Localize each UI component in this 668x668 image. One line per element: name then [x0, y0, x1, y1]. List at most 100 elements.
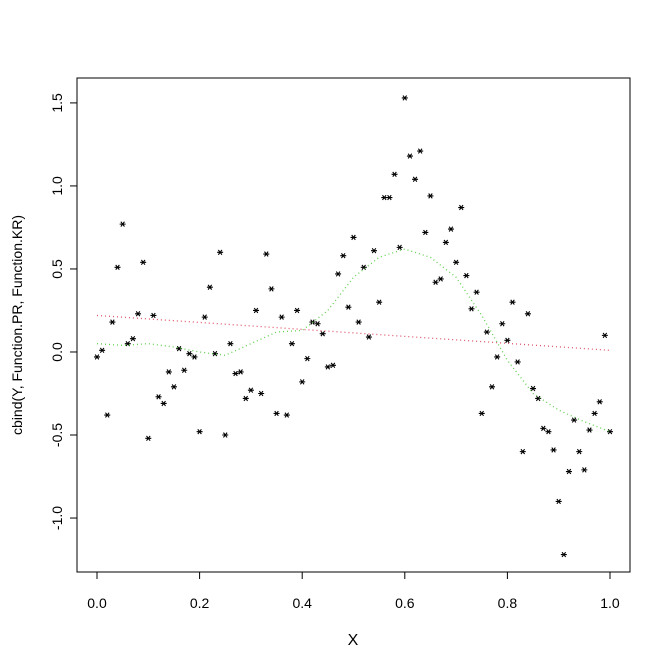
point — [437, 276, 444, 282]
point — [545, 428, 552, 435]
point — [232, 370, 239, 377]
x-axis-label: X — [348, 632, 359, 649]
point — [524, 311, 531, 317]
point — [555, 498, 562, 505]
point — [94, 354, 101, 360]
point — [140, 259, 147, 266]
x-tick-label: 0.6 — [395, 595, 415, 611]
point — [206, 284, 213, 290]
point — [247, 387, 254, 393]
point — [104, 412, 111, 418]
point — [253, 307, 260, 314]
point — [468, 306, 475, 312]
point — [268, 286, 275, 292]
point — [345, 304, 352, 310]
point — [406, 153, 413, 159]
point — [386, 194, 393, 201]
point — [324, 364, 331, 370]
point — [119, 221, 126, 227]
x-tick-label: 0.0 — [87, 595, 107, 611]
point — [196, 428, 203, 435]
point — [242, 395, 249, 402]
point — [417, 148, 424, 154]
point — [360, 264, 367, 271]
point — [606, 428, 613, 435]
point — [304, 355, 311, 362]
point — [155, 394, 162, 400]
point — [329, 362, 336, 368]
point — [391, 171, 398, 178]
point — [576, 448, 583, 455]
point — [581, 467, 588, 473]
point — [519, 448, 526, 455]
point — [299, 379, 306, 385]
point — [432, 279, 439, 285]
point — [381, 194, 388, 201]
point — [504, 337, 511, 344]
point — [283, 412, 290, 418]
point — [514, 359, 521, 365]
point — [509, 299, 516, 305]
point — [499, 321, 506, 327]
x-tick-label: 0.8 — [498, 595, 518, 611]
point — [181, 367, 188, 373]
fit-line — [96, 248, 611, 433]
point — [371, 247, 378, 254]
x-tick-label: 1.0 — [600, 595, 620, 611]
point — [263, 251, 270, 257]
y-tick-label: -1.0 — [49, 506, 65, 530]
point — [365, 334, 372, 340]
point — [463, 272, 470, 279]
y-tick-label: -0.5 — [49, 423, 65, 447]
point — [355, 319, 362, 325]
point — [442, 239, 449, 246]
point — [535, 395, 542, 402]
y-tick-label: 0.5 — [49, 259, 65, 279]
point — [396, 244, 403, 251]
point — [422, 229, 429, 236]
point — [150, 312, 157, 319]
point — [191, 354, 198, 360]
point — [427, 193, 434, 199]
point — [294, 307, 301, 314]
point — [288, 340, 295, 347]
point — [560, 551, 567, 558]
point — [135, 311, 142, 317]
point — [453, 259, 460, 266]
point — [340, 252, 347, 259]
point — [447, 226, 454, 232]
y-tick-label: 0.0 — [49, 342, 65, 362]
point — [473, 289, 480, 295]
point — [494, 354, 501, 360]
point — [596, 399, 603, 405]
point — [278, 314, 285, 320]
point — [540, 425, 547, 432]
point — [478, 410, 485, 417]
y-tick-label: 1.5 — [49, 93, 65, 113]
point — [483, 329, 490, 335]
point — [201, 314, 208, 320]
point — [335, 271, 342, 277]
y-axis-label: cbind(Y, Function.PR, Function.KR) — [9, 215, 25, 435]
x-tick-label: 0.4 — [292, 595, 312, 611]
point — [401, 95, 408, 101]
point — [376, 299, 383, 305]
point — [114, 264, 121, 271]
point — [109, 319, 116, 325]
point — [550, 447, 557, 453]
point — [412, 176, 419, 183]
point — [458, 204, 465, 211]
point — [591, 410, 598, 417]
point — [129, 335, 136, 342]
point — [314, 321, 321, 327]
point — [530, 385, 537, 392]
fit-line — [96, 314, 611, 351]
point — [227, 340, 234, 347]
x-tick-label: 0.2 — [190, 595, 210, 611]
point — [273, 410, 280, 417]
y-tick-label: 1.0 — [49, 176, 65, 196]
point — [160, 400, 167, 407]
plot-box — [76, 77, 631, 573]
